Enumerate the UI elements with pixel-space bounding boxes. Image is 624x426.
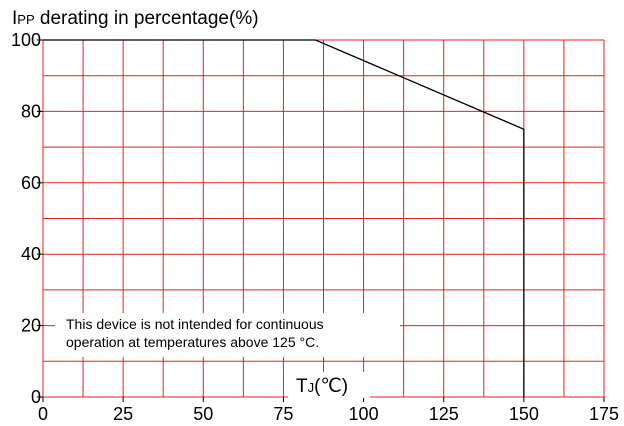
x-axis-label: TJ(℃) [296, 376, 348, 397]
y-tick-label: 40 [21, 244, 41, 264]
derating-curve [43, 39, 525, 397]
x-tick-label: 150 [509, 404, 539, 424]
y-tick-label: 80 [21, 101, 41, 121]
y-tick-label: 0 [31, 387, 41, 407]
x-tick-label: 50 [193, 404, 213, 424]
x-tick-label: 125 [429, 404, 459, 424]
x-axis-label-box [288, 372, 370, 398]
y-axis-label: IPP derating in percentage(%) [12, 8, 259, 29]
x-tick-labels: 0 25 50 75 100 125 150 175 [38, 404, 619, 424]
annotation-line-2: operation at temperatures above 125 °C. [66, 334, 319, 350]
x-tick-label: 100 [349, 404, 379, 424]
y-tick-label: 100 [11, 30, 41, 50]
annotation-box [55, 313, 400, 357]
x-tick-label: 0 [38, 404, 48, 424]
x-tick-label: 75 [273, 404, 293, 424]
y-tick-label: 60 [21, 173, 41, 193]
y-tick-labels: 0 20 40 60 80 100 [11, 30, 41, 407]
series [43, 39, 525, 397]
x-tick-label: 25 [113, 404, 133, 424]
x-tick-label: 175 [589, 404, 619, 424]
y-tick-label: 20 [21, 316, 41, 336]
annotation-line-1: This device is not intended for continuo… [66, 316, 324, 332]
